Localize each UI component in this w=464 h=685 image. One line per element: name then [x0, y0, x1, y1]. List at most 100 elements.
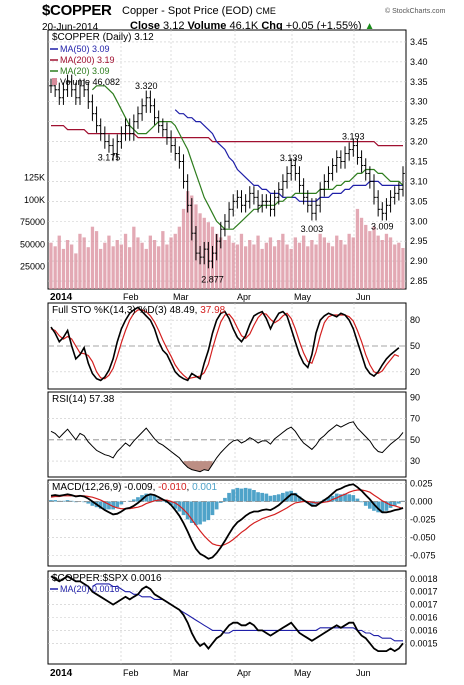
x-tick-label: 2014: [50, 292, 73, 303]
macd-histogram-bar: [376, 501, 380, 513]
macd-histogram-bar: [355, 498, 360, 502]
volume-bar: [61, 248, 66, 289]
macd-histogram-bar: [53, 500, 57, 502]
x-tick-label: Feb: [123, 292, 139, 302]
volume-bar: [335, 235, 339, 289]
volume-tick-label: 25000: [20, 262, 45, 272]
x-tick-label: Mar: [173, 292, 189, 302]
volume-bar: [347, 233, 351, 289]
sto-k-line: [50, 306, 400, 382]
ratio-ma-line: [92, 583, 403, 642]
bottom-x-tick-label: Mar: [173, 668, 189, 678]
volume-tick-label: 75000: [20, 217, 45, 227]
volume-bar: [57, 235, 61, 289]
macd-histogram-bar: [363, 501, 368, 506]
legend-swatch-volume: [52, 78, 57, 85]
price-tick-label: 2.85: [410, 276, 428, 286]
macd-histogram-bar: [103, 501, 107, 510]
chart-date: 20-Jun-2014: [42, 22, 99, 33]
price-tick-label: 3.40: [410, 57, 428, 67]
up-arrow-icon: ▲: [364, 21, 375, 32]
volume-bar: [152, 240, 157, 289]
macd-title-part: ,: [187, 482, 193, 493]
price-tick-label: 3.10: [410, 176, 428, 186]
ratio-tick-label: 0.0017: [410, 600, 438, 610]
volume-bar: [239, 233, 244, 289]
volume-bar: [264, 242, 268, 289]
volume-bar: [326, 242, 331, 289]
macd-histogram-bar: [189, 501, 194, 523]
rsi-panel-title: RSI(14) 57.38: [52, 394, 115, 405]
chg-label: Chg: [261, 20, 283, 32]
macd-histogram-bar: [384, 501, 389, 511]
macd-histogram-bar: [347, 494, 351, 502]
volume-bar: [368, 231, 372, 289]
ratio-tick-label: 0.0018: [410, 574, 438, 584]
chg-value: +0.05 (+1.55%): [285, 20, 362, 32]
volume-bar: [330, 246, 335, 289]
bottom-x-tick-label: May: [294, 668, 312, 678]
volume-bar: [99, 248, 103, 289]
volume-bar: [128, 247, 132, 289]
macd-histogram-bar: [169, 501, 173, 506]
volume-bar: [186, 191, 190, 289]
symbol-title: $COPPER: [42, 2, 112, 19]
volume-bar: [144, 248, 148, 289]
price-annotation: 3.003: [301, 224, 324, 234]
volume-bar: [115, 240, 119, 289]
volume-bar: [119, 244, 123, 289]
macd-tick-label: 0.025: [410, 479, 433, 489]
volume-bar: [256, 235, 260, 289]
x-tick-label: Apr: [237, 292, 251, 302]
price-annotation: 3.139: [280, 153, 303, 163]
macd-histogram-bar: [111, 501, 115, 510]
volume-bar: [306, 246, 310, 289]
macd-histogram-bar: [185, 501, 190, 520]
ratio-panel-title: $COPPER:$SPX 0.0016: [52, 573, 162, 584]
watermark: © StockCharts.com: [385, 8, 446, 15]
macd-histogram-bar: [61, 500, 66, 502]
macd-histogram-bar: [372, 501, 376, 511]
rsi-tick-label: 70: [410, 414, 420, 424]
volume-bar: [107, 235, 111, 289]
volume-tick-label: 50000: [20, 239, 45, 249]
rsi-line: [50, 421, 404, 473]
volume-bar: [219, 237, 223, 289]
macd-histogram-bar: [148, 493, 153, 502]
macd-histogram-bar: [289, 490, 293, 502]
price-annotation: 3.193: [342, 131, 365, 141]
macd-histogram-bar: [326, 497, 331, 502]
macd-signal-line: [50, 489, 404, 547]
sto-title-part: Full STO %K(14,3) %D(3): [52, 305, 170, 316]
volume-bar: [277, 240, 281, 289]
macd-histogram-bar: [351, 495, 356, 502]
sto-title-part: 48.49: [170, 305, 195, 316]
price-annotation: 3.009: [371, 222, 394, 232]
volume-bar: [339, 240, 343, 289]
volume-bar: [384, 233, 389, 289]
volume-bar: [165, 244, 169, 289]
sto-tick-label: 50: [410, 341, 420, 351]
price-tick-label: 2.95: [410, 236, 428, 246]
volume-bar: [161, 231, 165, 289]
volume-bar: [111, 246, 115, 289]
ratio-tick-label: 0.0015: [410, 638, 438, 648]
macd-tick-label: -0.075: [410, 550, 436, 560]
macd-line: [50, 483, 404, 560]
macd-histogram-bar: [152, 495, 157, 502]
sto-title-part: 37.98: [200, 305, 225, 316]
legend-label: MA(20) 3.09: [60, 66, 110, 76]
volume-bar: [123, 233, 128, 289]
volume-bar: [49, 242, 53, 289]
bottom-x-tick-label: Apr: [237, 668, 251, 678]
price-tick-label: 3.05: [410, 196, 428, 206]
volume-bar: [260, 248, 264, 289]
price-tick-label: 3.25: [410, 117, 428, 127]
macd-histogram-bar: [86, 501, 91, 504]
volume-bar: [78, 233, 82, 289]
volume-bar: [169, 237, 173, 289]
macd-histogram-bar: [198, 501, 202, 525]
volume-bar: [148, 235, 152, 289]
